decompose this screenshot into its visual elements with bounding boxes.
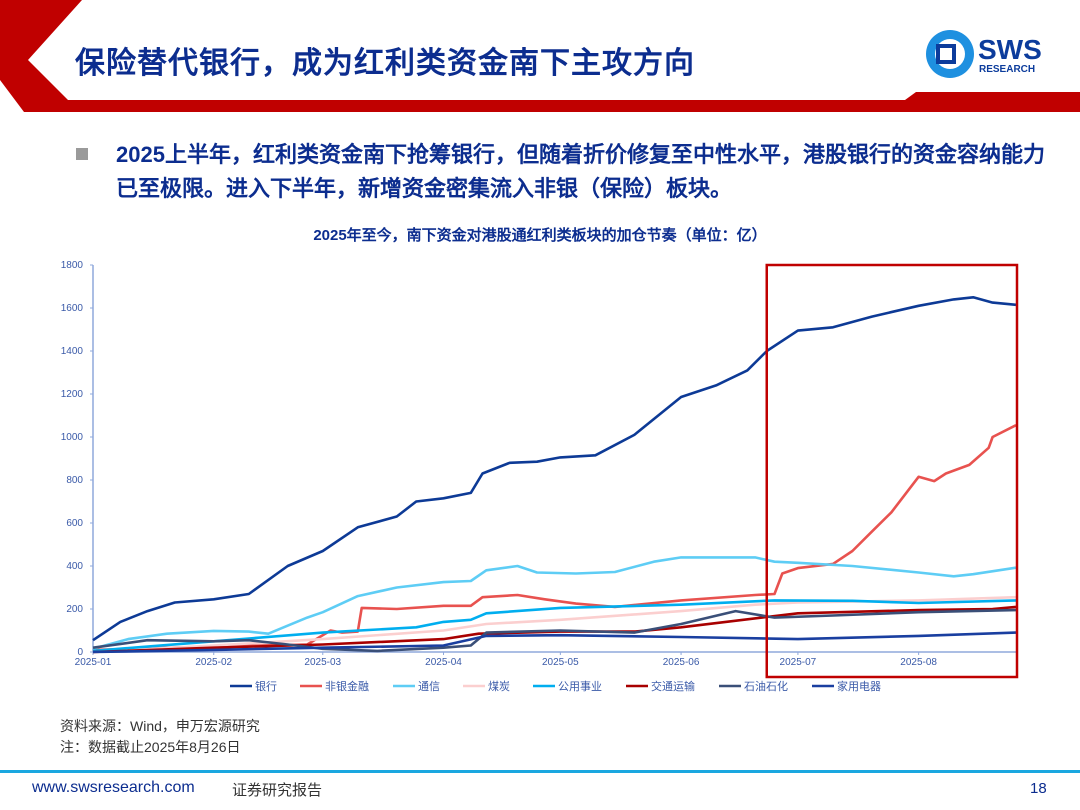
series-line-通信 xyxy=(92,556,1017,651)
y-tick-label: 400 xyxy=(66,561,83,572)
bullet-text: 2025上半年，红利类资金南下抢筹银行，但随着折价修复至中性水平，港股银行的资金… xyxy=(116,142,1045,201)
legend-label: 非银金融 xyxy=(325,679,369,693)
logo-text: SWS xyxy=(978,34,1042,65)
line-chart: 0 200 400 600 800 1000 1200 1400 1600 1800 2025-01… xyxy=(61,260,1019,693)
x-tick-label: 2025-03 xyxy=(304,657,341,668)
sws-logo: SWS RESEARCH xyxy=(926,30,1042,78)
y-tick-label: 1200 xyxy=(61,389,84,400)
y-tick-label: 800 xyxy=(66,475,83,486)
y-tick-label: 0 xyxy=(77,647,83,658)
legend-label: 石油石化 xyxy=(744,679,788,693)
footer-divider xyxy=(0,770,1080,773)
header-decoration xyxy=(0,0,1080,112)
highlight-box xyxy=(765,263,1019,679)
legend-label: 交通运输 xyxy=(651,679,695,693)
logo-subtext: RESEARCH xyxy=(979,64,1035,75)
legend-label: 煤炭 xyxy=(488,680,510,693)
y-tick-label: 1600 xyxy=(61,303,84,314)
y-tick-label: 1400 xyxy=(61,346,84,357)
footer-report-label: 证券研究报告 xyxy=(232,782,323,799)
x-tick-label: 2025-01 xyxy=(75,657,112,668)
legend-label: 银行 xyxy=(255,679,277,693)
source-line: 资料来源：Wind，申万宏源研究 xyxy=(60,718,260,734)
x-tick-label: 2025-02 xyxy=(195,657,232,668)
legend-label: 通信 xyxy=(418,680,440,693)
series-line-银行 xyxy=(92,296,1017,642)
series-line-煤炭 xyxy=(92,595,1017,654)
footer-url-link[interactable]: www.swsresearch.com xyxy=(32,779,195,796)
page-title: 保险替代银行，成为红利类资金南下主攻方向 xyxy=(75,47,695,80)
series-line-公用事业 xyxy=(92,599,1017,653)
legend-label: 公用事业 xyxy=(558,680,602,693)
x-tick-label: 2025-04 xyxy=(425,657,462,668)
y-tick-label: 200 xyxy=(66,604,83,615)
header-red-frame xyxy=(0,0,1080,112)
y-tick-label: 600 xyxy=(66,518,83,529)
x-tick-label: 2025-08 xyxy=(900,657,937,668)
legend-label: 家用电器 xyxy=(837,679,881,693)
bullet-square-icon xyxy=(76,148,88,160)
y-tick-label: 1800 xyxy=(61,260,84,271)
series-line-石油石化 xyxy=(92,608,1017,653)
data-cutoff-note: 注：数据截止2025年8月26日 xyxy=(60,739,241,755)
x-tick-label: 2025-06 xyxy=(663,657,700,668)
series-line-家用电器 xyxy=(92,631,1017,654)
y-tick-label: 1000 xyxy=(61,432,84,443)
x-tick-label: 2025-07 xyxy=(780,657,817,668)
x-tick-label: 2025-05 xyxy=(542,657,579,668)
chart-title: 2025年至今，南下资金对港股通红利类板块的加仓节奏（单位：亿） xyxy=(313,227,767,244)
page-number: 18 xyxy=(1030,780,1047,797)
source-note: 资料来源：Wind，申万宏源研究 注：数据截止2025年8月26日 xyxy=(60,716,260,758)
